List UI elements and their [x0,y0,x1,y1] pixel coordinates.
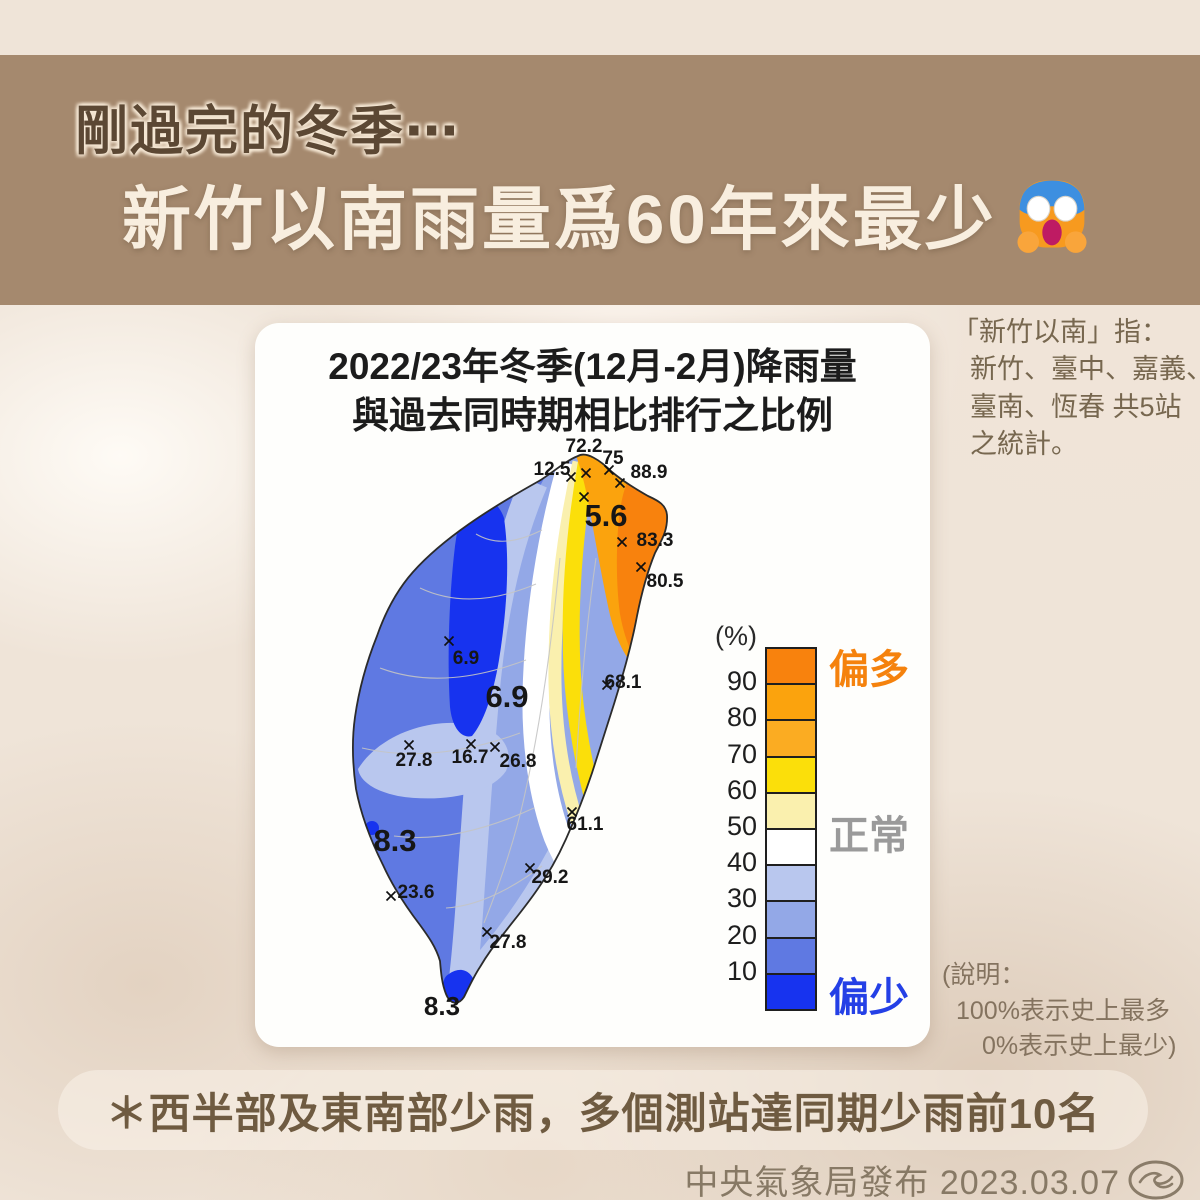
legend-tick: 10 [726,955,757,986]
footer: 中央氣象局發布 2023.03.07 [684,1155,1190,1200]
station-cross-marker [578,491,590,503]
station-value-label: 29.2 [532,867,569,888]
legend-segment [767,866,815,903]
legend-segment [767,757,815,794]
legend-segment [767,721,815,758]
station-cross-marker [566,806,578,818]
side-note: 「新竹以南」指： 新竹、臺中、嘉義、 臺南、恆春 共5站 之統計。 [952,314,1200,463]
side-note-title: 「新竹以南」指： [952,317,1168,347]
station-value-label: 83.3 [637,530,674,551]
station-cross-marker [616,536,628,548]
station-cross-marker [481,926,493,938]
side-note-line: 臺南、恆春 共5站 [970,391,1182,422]
legend-label-normal: 正常 [829,814,909,858]
station-cross-marker [443,635,455,647]
station-value-label: 80.5 [647,571,684,592]
header-subtitle: 剛過完的冬季⋯ [75,102,460,161]
station-cross-marker [565,471,577,483]
legend-segment [767,793,815,830]
legend: (%) 90 80 70 60 50 40 30 20 10 偏多 正常 偏少 [683,621,929,1033]
header-title: 新竹以南雨量爲60年來最少 [122,163,1093,263]
band-40-50 [522,460,586,876]
taiwan-coastline [351,453,668,1004]
station-cross-marker [489,741,501,753]
station-value-label: 5.6 [584,498,627,533]
station-markers: 72.2 12.5 75 88.95.6 83.3 80.5 6.9 6.9 68.1 27.8 1… [373,438,683,1021]
station-cross-marker [465,738,477,750]
card-title-line2: 與過去同時期相比排行之比例 [352,394,833,436]
station-cross-marker [524,862,536,874]
legend-tick: 40 [726,847,757,878]
legend-color-bar [765,647,817,1011]
legend-segment [767,685,815,722]
legend-tick: 20 [726,919,757,950]
station-value-label: 61.1 [567,814,604,835]
station-value-label: 75 [602,448,624,469]
card-title: 2022/23年冬季(12月-2月)降雨量 與過去同時期相比排行之比例 [255,343,930,441]
side-note-line: 之統計。 [970,428,1078,459]
band-under-10-northwest [448,498,508,737]
station-value-label: 8.3 [373,823,416,858]
station-value-label: 23.6 [398,882,435,903]
header-title-text: 新竹以南雨量爲60年來最少 [122,181,997,258]
legend-segment [767,649,815,686]
station-value-label: 16.7 [452,747,489,768]
legend-unit: (%) [715,621,757,651]
station-cross-marker [403,739,415,751]
bottom-banner-text: ＊西半部及東南部少雨，多個測站達同期少雨前10名 [105,1089,1101,1137]
legend-tick: 60 [726,774,757,805]
legend-segment [767,829,815,867]
explain-note-line: (說明： [942,961,1026,989]
legend-tick: 30 [726,883,757,914]
header-band: 剛過完的冬季⋯ 新竹以南雨量爲60年來最少 [0,55,1200,305]
bottom-banner: ＊西半部及東南部少雨，多個測站達同期少雨前10名 [58,1070,1148,1150]
footer-text: 中央氣象局發布 2023.03.07 [684,1164,1120,1200]
card-title-line1: 2022/23年冬季(12月-2月)降雨量 [328,346,857,387]
explain-note: (說明： 100%表示史上最多 0%表示史上最少) [938,958,1188,1065]
station-value-label: 27.8 [396,750,433,771]
station-value-label: 72.2 [566,438,603,457]
station-cross-marker [635,561,647,573]
taiwan-rainfall-map: 72.2 12.5 75 88.95.6 83.3 80.5 6.9 6.9 68.1 27.8 1… [351,438,684,1021]
county-borders [361,529,597,924]
explain-note-line: 100%表示史上最多 [956,996,1170,1025]
explain-note-line: 0%表示史上最少) [982,1032,1177,1060]
station-value-label: 8.3 [424,991,460,1021]
cwb-oval-logo [1128,1160,1184,1199]
band-30-40-southwest [358,722,509,799]
station-cross-marker [603,464,615,476]
station-value-label: 12.5 [534,459,571,480]
station-cross-marker [601,679,613,691]
legend-tick: 80 [726,702,757,733]
station-value-label: 6.9 [485,679,528,714]
station-value-label: 68.1 [605,672,642,693]
legend-label-low: 偏少 [829,976,909,1020]
legend-label-high: 偏多 [829,648,909,692]
station-cross-marker [385,890,397,902]
station-value-label: 6.9 [453,648,479,669]
face-screaming-in-fear-emoji [1017,180,1087,253]
station-value-label: 27.8 [490,932,527,953]
station-cross-marker [580,467,592,479]
legend-segment [767,938,815,975]
map-card: 2022/23年冬季(12月-2月)降雨量 與過去同時期相比排行之比例 [255,323,930,1047]
legend-segment [767,974,815,1009]
side-note-line: 新竹、臺中、嘉義、 [970,354,1200,385]
station-value-label: 88.9 [631,462,668,483]
station-cross-marker [614,477,626,489]
station-value-label: 26.8 [500,751,537,772]
legend-tick: 50 [726,811,757,841]
legend-segment [767,902,815,939]
band-under-10-south-tip [443,969,476,1003]
legend-tick: 70 [726,738,757,769]
legend-tick: 90 [726,666,757,697]
